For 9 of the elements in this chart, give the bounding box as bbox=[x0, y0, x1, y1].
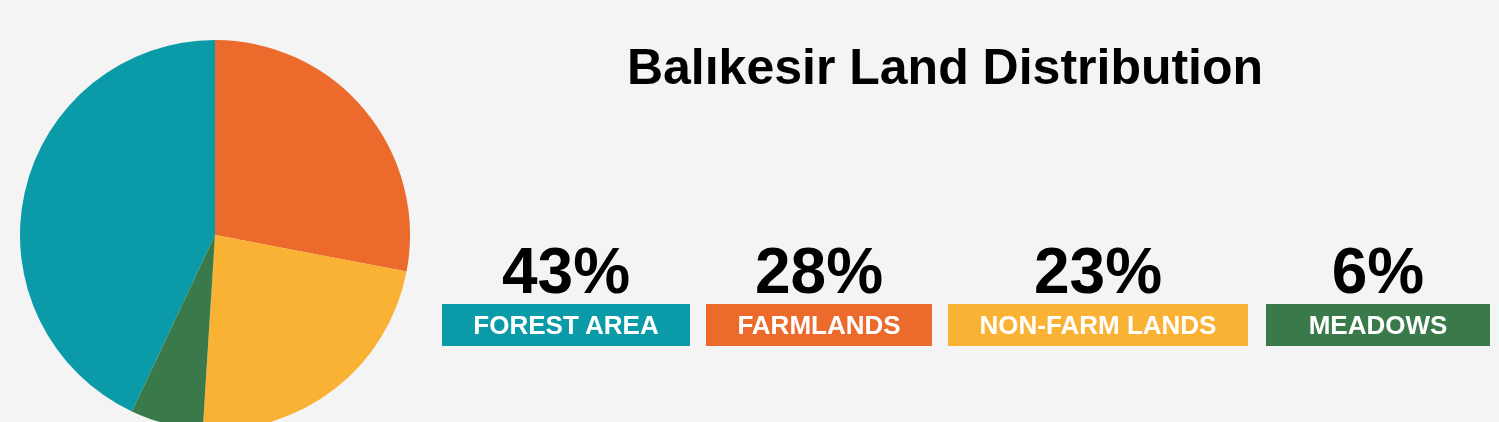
data-label: 23% bbox=[1032, 235, 1164, 307]
legend-label: NON-FARM LANDS bbox=[979, 310, 1217, 340]
data-label: 43% bbox=[500, 235, 632, 307]
legend-label: FOREST AREA bbox=[473, 310, 659, 340]
data-label: 28% bbox=[753, 235, 885, 307]
legend-label: FARMLANDS bbox=[737, 310, 901, 340]
legend-label: MEADOWS bbox=[1308, 310, 1448, 340]
chart-title: Balıkesir Land Distribution bbox=[625, 38, 1265, 96]
data-label: 6% bbox=[1330, 235, 1426, 307]
